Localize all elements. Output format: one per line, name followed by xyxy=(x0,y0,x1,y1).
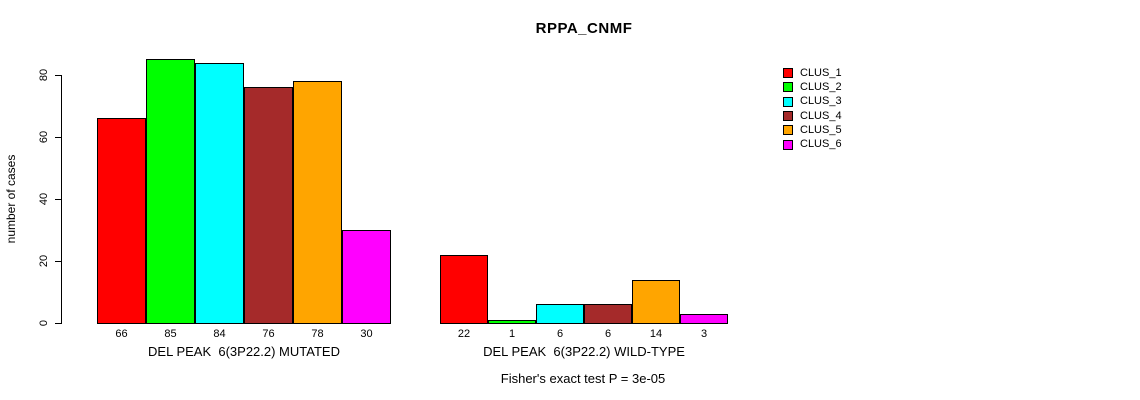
bar-clus_5-group2 xyxy=(632,280,680,324)
bar-value-label: 78 xyxy=(311,328,324,340)
legend-item-clus_1: CLUS_1 xyxy=(783,66,842,80)
bar-value-label: 1 xyxy=(508,328,516,340)
annotation-text: Fisher's exact test P = 3e-05 xyxy=(500,371,666,386)
legend: CLUS_1 CLUS_2 CLUS_3 CLUS_4 CLUS_5 CLUS_6 xyxy=(783,66,842,152)
bar-clus_3-group2 xyxy=(536,304,584,324)
legend-item-clus_2: CLUS_2 xyxy=(783,80,842,94)
bar-clus_1-group2 xyxy=(440,255,488,324)
legend-item-clus_5: CLUS_5 xyxy=(783,123,842,137)
y-tick-label: 60 xyxy=(38,130,50,144)
bar-value-label: 22 xyxy=(457,328,471,340)
y-tick-label: 80 xyxy=(38,68,50,82)
bar-value-label: 84 xyxy=(213,328,226,340)
legend-item-clus_3: CLUS_3 xyxy=(783,95,842,109)
legend-label: CLUS_5 xyxy=(800,123,842,136)
legend-label: CLUS_3 xyxy=(800,95,842,108)
group-label-2: DEL PEAK 6(3P22.2) WILD-TYPE xyxy=(483,344,685,359)
legend-label: CLUS_6 xyxy=(800,138,842,151)
legend-swatch xyxy=(783,125,793,136)
bar-value-label: 85 xyxy=(164,328,177,340)
legend-swatch xyxy=(783,139,793,150)
bar-clus_1-group1 xyxy=(97,118,146,324)
bar-value-label: 76 xyxy=(262,328,275,340)
legend-label: CLUS_4 xyxy=(800,109,842,122)
y-tick-label: 0 xyxy=(38,319,50,327)
bar-clus_6-group2 xyxy=(680,314,728,324)
y-tick xyxy=(55,323,61,324)
bar-value-label: 66 xyxy=(115,328,128,340)
bar-clus_2-group2 xyxy=(488,320,536,324)
legend-item-clus_6: CLUS_6 xyxy=(783,137,842,151)
bar-clus_6-group1 xyxy=(342,230,391,324)
group-label-1: DEL PEAK 6(3P22.2) MUTATED xyxy=(148,344,340,359)
bar-clus_4-group2 xyxy=(584,304,632,324)
legend-swatch xyxy=(783,82,793,93)
y-tick-label: 40 xyxy=(38,192,50,206)
legend-swatch xyxy=(783,111,793,122)
bar-clus_2-group1 xyxy=(146,59,195,324)
bar-value-label: 6 xyxy=(556,328,564,340)
y-tick-label: 20 xyxy=(38,254,50,268)
bar-clus_3-group1 xyxy=(195,63,244,324)
legend-swatch xyxy=(783,68,793,79)
bar-value-label: 14 xyxy=(649,328,663,340)
legend-label: CLUS_1 xyxy=(800,66,842,79)
bar-clus_5-group1 xyxy=(293,81,342,324)
bar-value-label: 3 xyxy=(700,328,708,340)
bar-clus_4-group1 xyxy=(244,87,293,324)
bar-value-label: 6 xyxy=(604,328,612,340)
bar-value-label: 30 xyxy=(360,328,373,340)
y-tick xyxy=(55,199,61,200)
y-axis-label: number of cases xyxy=(4,154,18,244)
legend-label: CLUS_2 xyxy=(800,80,842,93)
y-axis-line xyxy=(61,75,62,324)
y-tick xyxy=(55,75,61,76)
legend-swatch xyxy=(783,96,793,107)
chart-title: RPPA_CNMF xyxy=(535,20,633,37)
legend-item-clus_4: CLUS_4 xyxy=(783,109,842,123)
y-tick xyxy=(55,137,61,138)
y-tick xyxy=(55,261,61,262)
